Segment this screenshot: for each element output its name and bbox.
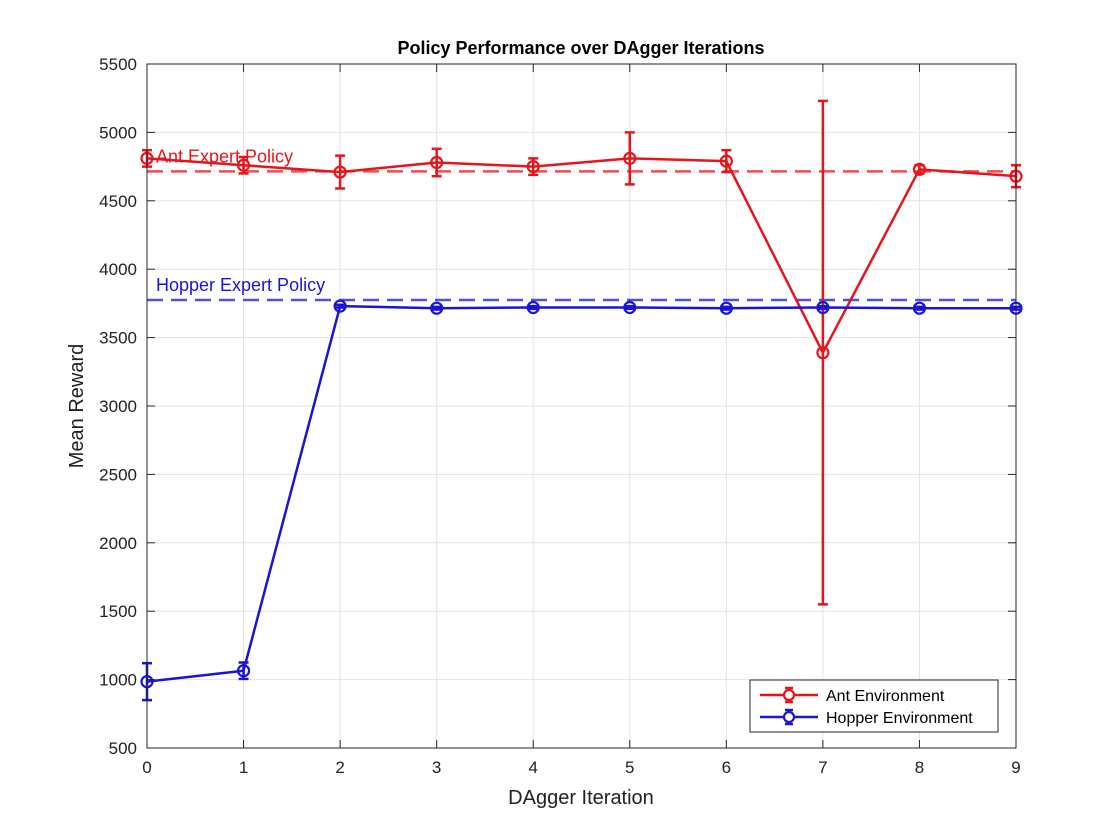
data-point — [526, 300, 540, 315]
legend-label: Ant Environment — [826, 688, 945, 705]
y-tick-label: 3500 — [99, 329, 137, 348]
x-tick-label: 3 — [432, 758, 441, 777]
chart-title: Policy Performance over DAgger Iteration… — [397, 38, 764, 58]
data-point — [816, 300, 830, 315]
legend-items: Ant Environment Hopper Environment — [760, 686, 973, 727]
series-line — [146, 304, 1016, 683]
y-tick-label: 2500 — [99, 465, 137, 484]
x-tick-label: 9 — [1011, 758, 1020, 777]
data-point — [912, 301, 927, 315]
data-point — [333, 165, 347, 179]
legend-marker — [782, 688, 796, 702]
x-tick-label: 0 — [142, 758, 151, 777]
data-point — [236, 158, 251, 172]
data-point — [719, 301, 733, 315]
data-point — [816, 346, 830, 360]
y-axis-ticks: 500 1000 1500 2000 2500 3000 3500 4000 4500 5000 5… — [99, 55, 1016, 758]
y-tick-label: 4500 — [99, 192, 137, 211]
data-point — [623, 300, 637, 315]
data-point — [430, 155, 444, 170]
data-point — [719, 154, 733, 168]
y-tick-label: 4000 — [99, 260, 137, 279]
x-tick-label: 6 — [722, 758, 731, 777]
x-tick-label: 5 — [625, 758, 634, 777]
y-axis-label: Mean Reward — [66, 344, 88, 469]
legend-marker — [782, 710, 796, 724]
series-1 — [140, 299, 1023, 702]
y-tick-label: 5000 — [99, 123, 137, 142]
reference-line-label: Hopper Expert Policy — [156, 275, 325, 295]
data-point — [430, 301, 444, 315]
legend-label: Hopper Environment — [826, 710, 973, 727]
data-point — [236, 664, 251, 678]
x-tick-label: 7 — [818, 758, 827, 777]
y-tick-label: 3000 — [99, 397, 137, 416]
y-tick-label: 500 — [109, 739, 137, 758]
series-layer — [140, 99, 1023, 702]
y-tick-label: 2000 — [99, 534, 137, 553]
legend: Ant Environment Hopper Environment — [749, 679, 999, 733]
y-tick-label: 5500 — [99, 55, 137, 74]
y-tick-label: 1500 — [99, 602, 137, 621]
x-tick-label: 8 — [915, 758, 924, 777]
data-point — [912, 162, 927, 176]
data-point — [333, 299, 347, 313]
y-tick-label: 1000 — [99, 671, 137, 690]
x-axis-ticks: 0 1 2 3 4 5 6 7 8 9 — [142, 64, 1021, 777]
x-tick-label: 4 — [528, 758, 537, 777]
x-tick-label: 1 — [239, 758, 248, 777]
data-point — [623, 151, 637, 165]
x-tick-label: 2 — [335, 758, 344, 777]
x-axis-label: DAgger Iteration — [508, 787, 654, 809]
data-point — [526, 160, 540, 174]
series-line — [146, 157, 1017, 354]
